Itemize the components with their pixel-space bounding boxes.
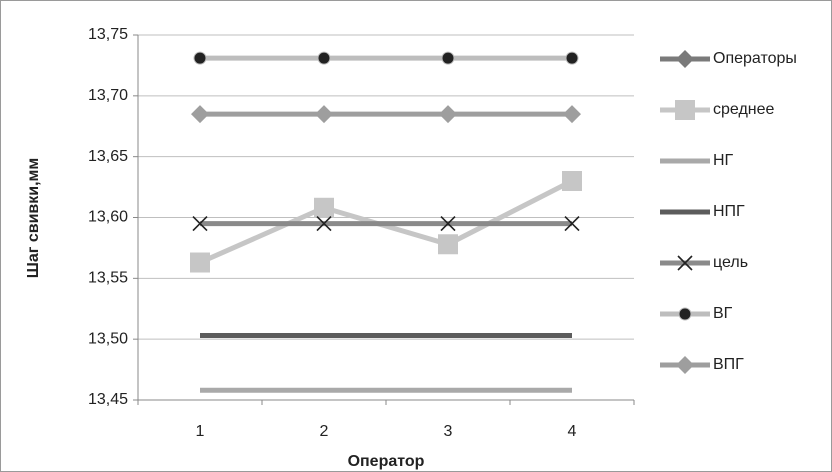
point-marker <box>562 171 582 191</box>
legend-marker <box>677 255 693 271</box>
legend-marker <box>678 307 692 321</box>
y-tick-label: 13,45 <box>88 391 128 408</box>
y-tick-label: 13,60 <box>88 209 128 226</box>
point-marker <box>439 105 457 124</box>
point-marker <box>190 252 210 273</box>
legend-label: Операторы <box>713 50 797 67</box>
point-marker <box>192 216 208 232</box>
legend-marker <box>676 356 694 374</box>
legend-label: ВГ <box>713 305 733 322</box>
y-tick-label: 13,75 <box>88 26 128 43</box>
x-axis-title: Оператор <box>348 453 425 470</box>
legend-label: среднее <box>713 101 775 118</box>
y-axis-title: Шаг свивки,мм <box>25 158 42 278</box>
point-marker <box>191 105 209 124</box>
legend-label: цель <box>713 254 748 271</box>
point-marker <box>564 216 580 232</box>
point-marker <box>317 51 331 65</box>
y-tick-label: 13,65 <box>88 148 128 165</box>
x-tick-label: 3 <box>444 423 453 440</box>
point-marker <box>440 216 456 232</box>
point-marker <box>438 234 458 255</box>
point-marker <box>315 105 333 124</box>
x-tick-label: 1 <box>196 423 205 440</box>
legend-label: ВПГ <box>713 356 744 373</box>
legend-label: НПГ <box>713 203 745 220</box>
y-tick-label: 13,50 <box>88 330 128 347</box>
point-marker <box>316 216 332 232</box>
legend-marker <box>675 100 695 120</box>
point-marker <box>314 197 334 218</box>
y-tick-label: 13,55 <box>88 270 128 287</box>
point-marker <box>565 51 579 65</box>
x-tick-label: 4 <box>568 423 577 440</box>
point-marker <box>441 51 455 65</box>
point-marker <box>563 105 581 124</box>
x-tick-label: 2 <box>320 423 329 440</box>
legend-label: НГ <box>713 152 734 169</box>
legend-marker <box>676 50 694 68</box>
point-marker <box>193 51 207 65</box>
y-tick-label: 13,70 <box>88 87 128 104</box>
